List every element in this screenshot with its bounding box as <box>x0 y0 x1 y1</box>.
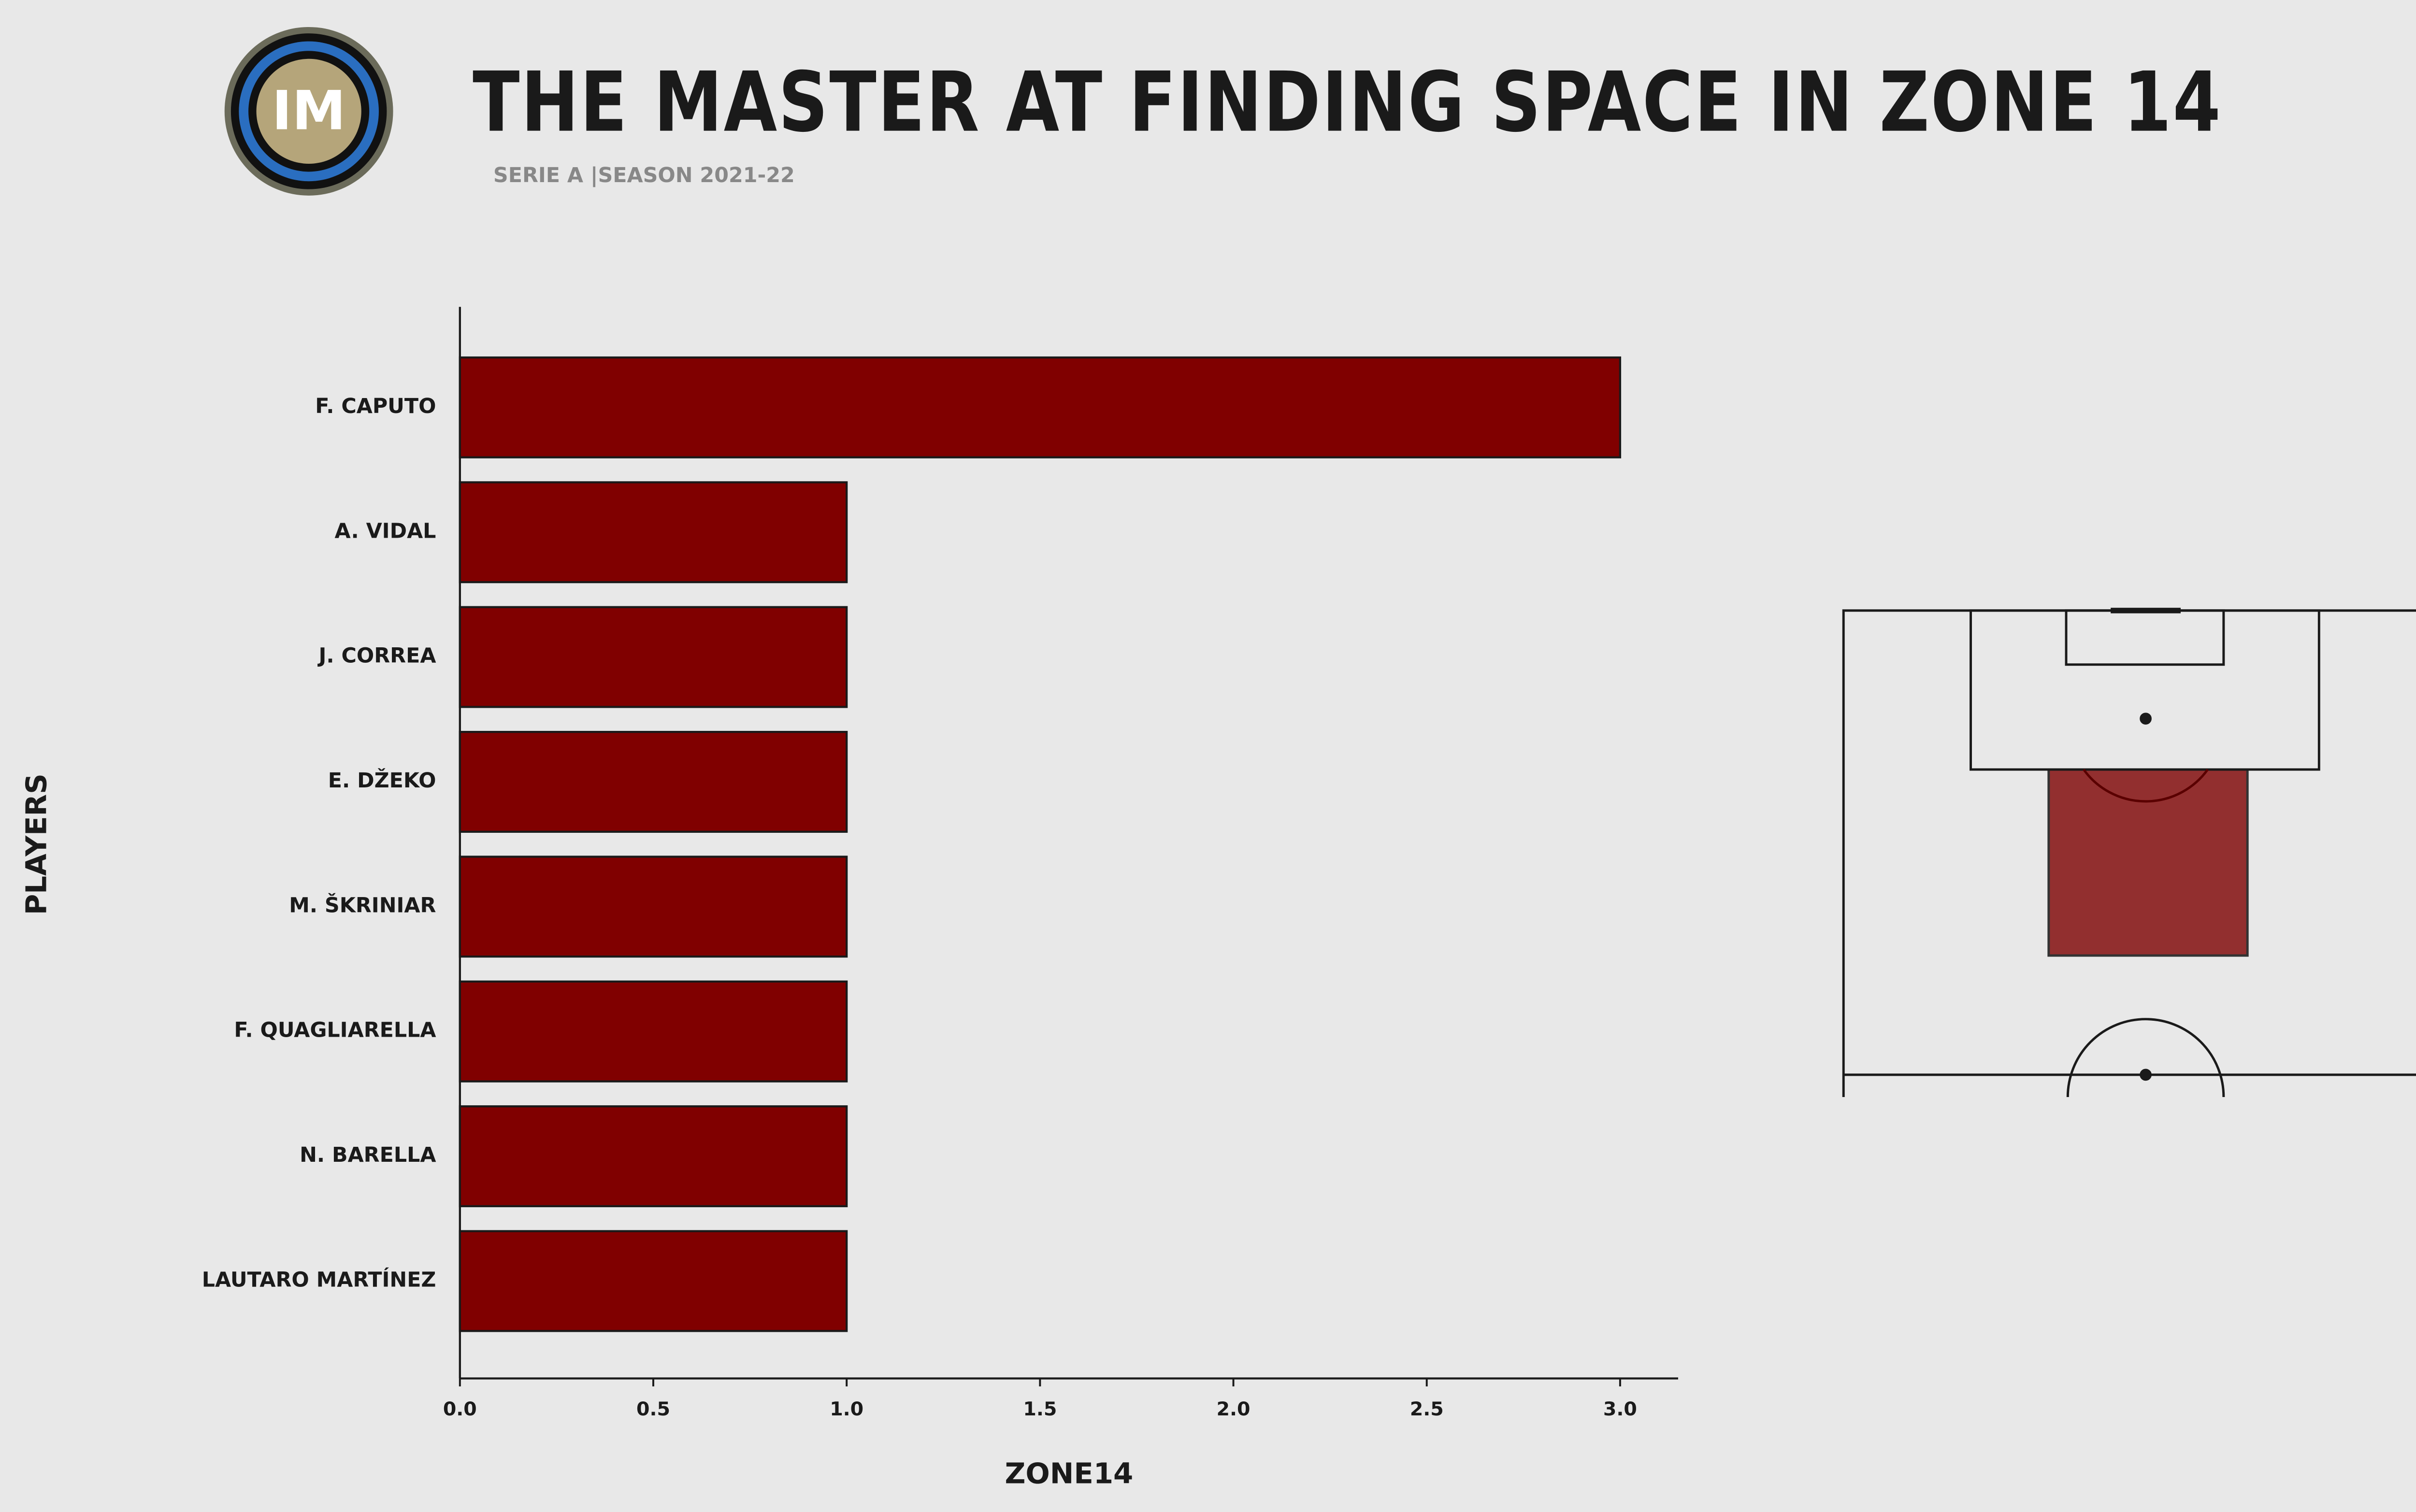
y-tick-label: J. CORREA <box>317 644 436 668</box>
bar <box>459 1230 848 1332</box>
y-tick-label: E. DŽEKO <box>328 768 436 793</box>
bar <box>459 730 848 833</box>
club-logo: IM <box>224 27 393 196</box>
zone-14 <box>2047 768 2249 957</box>
bar <box>459 856 848 958</box>
bar <box>459 1105 848 1208</box>
bar <box>459 356 1622 458</box>
bar <box>459 606 848 708</box>
chart-title: THE MASTER AT FINDING SPACE IN ZONE 14 <box>473 55 2222 151</box>
pitch <box>1842 608 2416 1097</box>
x-tick-label: 2.5 <box>1410 1398 1444 1420</box>
y-tick-label: A. VIDAL <box>335 519 436 543</box>
y-tick-label: M. ŠKRINIAR <box>289 893 436 917</box>
bar <box>459 481 848 584</box>
y-tick-label: F. QUAGLIARELLA <box>234 1018 436 1042</box>
x-tick-label: 2.0 <box>1217 1398 1251 1420</box>
y-tick-label: N. BARELLA <box>300 1143 436 1167</box>
y-tick-label: F. CAPUTO <box>315 394 436 418</box>
x-tick-label: 1.5 <box>1023 1398 1057 1420</box>
x-tick-label: 3.0 <box>1603 1398 1637 1420</box>
y-tick-label: LAUTARO MARTÍNEZ <box>202 1267 436 1292</box>
x-axis-label: ZONE14 <box>1005 1456 1133 1490</box>
bar <box>459 980 848 1083</box>
x-tick-label: 0.0 <box>443 1398 477 1420</box>
svg-text:IM: IM <box>272 80 346 143</box>
x-tick-label: 0.5 <box>636 1398 670 1420</box>
chart-subtitle: SERIE A |SEASON 2021-22 <box>493 163 795 187</box>
x-tick-label: 1.0 <box>830 1398 863 1420</box>
y-axis-label: PLAYERS <box>20 773 53 915</box>
